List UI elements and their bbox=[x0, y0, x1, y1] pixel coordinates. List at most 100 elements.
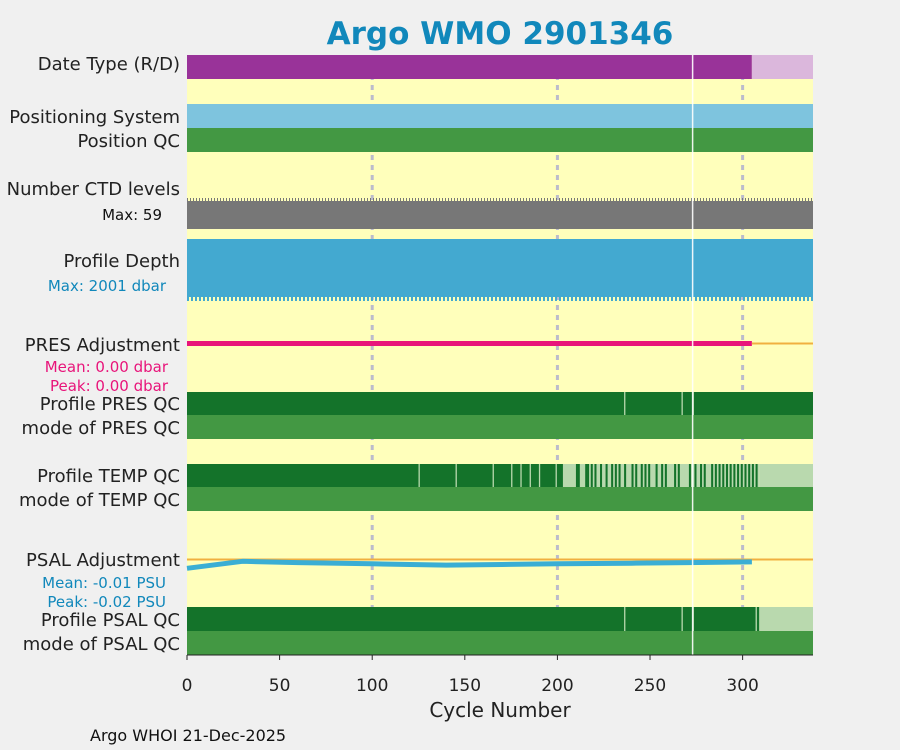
row-label-mode-psal-qc: mode of PSAL QC bbox=[23, 634, 180, 655]
temp-qc-good-cycle-291 bbox=[725, 464, 728, 487]
temp-qc-good-cycle-258 bbox=[664, 464, 667, 487]
footer-credit: Argo WHOI 21-Dec-2025 bbox=[90, 726, 286, 745]
temp-qc-good-cycle-210 bbox=[575, 464, 578, 487]
temp-qc-good-cycle-220 bbox=[594, 464, 597, 487]
temp-qc-good-cycle-211 bbox=[577, 464, 580, 487]
temp-qc-good-cycle-245 bbox=[640, 464, 643, 487]
temp-qc-good-cycle-279 bbox=[703, 464, 706, 487]
temp-qc-good-cycle-265 bbox=[677, 464, 680, 487]
row-label-pres-adjustment: PRES Adjustment bbox=[25, 335, 180, 356]
row-label-profile-depth: Profile Depth bbox=[63, 251, 180, 272]
temp-qc-break-199 bbox=[555, 464, 557, 487]
chart-title: Argo WMO 2901346 bbox=[327, 16, 674, 52]
temp-qc-good-cycle-231 bbox=[614, 464, 617, 487]
bar-date-type-realtime bbox=[187, 55, 752, 79]
temp-qc-good-cycle-223 bbox=[600, 464, 603, 487]
bar-profile-psal-qc-good bbox=[187, 607, 756, 631]
temp-qc-good-cycle-236 bbox=[624, 464, 627, 487]
temp-qc-good-cycle-287 bbox=[718, 464, 721, 487]
bar-positioning-system bbox=[187, 104, 813, 128]
bar-date-type-delayed bbox=[751, 55, 813, 79]
bar-pres-adjustment bbox=[187, 341, 752, 346]
bar-profile-temp-qc-pale bbox=[759, 464, 813, 487]
row-label-profile-pres-qc: Profile PRES QC bbox=[40, 394, 180, 415]
row-label-mode-temp-qc: mode of TEMP QC bbox=[19, 490, 180, 511]
status-bars bbox=[186, 55, 813, 655]
temp-qc-break-190 bbox=[538, 464, 541, 487]
x-tick-label-100: 100 bbox=[356, 676, 388, 696]
pres-adjustment-peak: Peak: 0.00 dbar bbox=[50, 377, 169, 395]
temp-qc-good-cycle-299 bbox=[740, 464, 743, 487]
bar-ctd-levels bbox=[187, 201, 813, 229]
psal-qc-gap-307 bbox=[755, 607, 757, 631]
psal-adjustment-peak: Peak: -0.02 PSU bbox=[47, 593, 166, 611]
temp-qc-good-cycle-229 bbox=[611, 464, 614, 487]
pres-adjustment-mean: Mean: 0.00 dbar bbox=[45, 358, 169, 376]
bar-profile-psal-qc-pale bbox=[759, 607, 813, 631]
bar-profile-pres-qc bbox=[187, 392, 813, 415]
temp-qc-good-cycle-283 bbox=[711, 464, 714, 487]
temp-qc-good-cycle-307 bbox=[755, 464, 758, 487]
temp-qc-good-cycle-253 bbox=[655, 464, 658, 487]
temp-qc-good-cycle-301 bbox=[744, 464, 747, 487]
temp-qc-break-268 bbox=[683, 464, 685, 487]
psal-adjustment-mean: Mean: -0.01 PSU bbox=[42, 574, 166, 592]
temp-qc-good-cycle-240 bbox=[631, 464, 634, 487]
temp-qc-good-cycle-271 bbox=[688, 464, 691, 487]
row-label-mode-pres-qc: mode of PRES QC bbox=[22, 418, 180, 439]
temp-qc-good-cycle-233 bbox=[618, 464, 621, 487]
temp-qc-break-185 bbox=[529, 464, 531, 487]
temp-qc-break-145 bbox=[455, 464, 457, 487]
x-tick-label-150: 150 bbox=[449, 676, 481, 696]
row-label-profile-temp-qc: Profile TEMP QC bbox=[37, 466, 180, 487]
temp-qc-good-cycle-295 bbox=[733, 464, 736, 487]
temp-qc-good-cycle-226 bbox=[605, 464, 608, 487]
x-axis: 0 50 100 150 200 250 300 bbox=[182, 654, 813, 696]
row-label-psal-adjustment: PSAL Adjustment bbox=[26, 550, 180, 571]
psal-adjustment-line bbox=[186, 558, 752, 571]
psal-qc-gap-236 bbox=[624, 607, 626, 631]
vertical-gridlines bbox=[370, 55, 745, 655]
bar-profile-temp-qc-good bbox=[187, 464, 563, 487]
profile-depth-max: Max: 2001 dbar bbox=[48, 277, 167, 295]
temp-qc-break-180 bbox=[520, 464, 522, 487]
row-label-ctd-levels: Number CTD levels bbox=[7, 179, 180, 200]
temp-qc-break-175 bbox=[511, 464, 513, 487]
temp-qc-good-cycle-285 bbox=[714, 464, 717, 487]
temp-qc-good-cycle-215 bbox=[585, 464, 588, 487]
temp-qc-good-cycle-218 bbox=[590, 464, 593, 487]
temp-qc-good-cycle-263 bbox=[674, 464, 677, 487]
x-tick-label-0: 0 bbox=[182, 676, 193, 696]
bar-mode-psal-qc bbox=[187, 631, 813, 655]
temp-qc-good-cycle-274 bbox=[694, 464, 697, 487]
temp-qc-break-125 bbox=[418, 464, 420, 487]
x-tick-label-300: 300 bbox=[726, 676, 758, 696]
x-tick-label-250: 250 bbox=[634, 676, 666, 696]
row-label-profile-psal-qc: Profile PSAL QC bbox=[41, 610, 180, 631]
row-label-date-type: Date Type (R/D) bbox=[38, 54, 180, 75]
temp-qc-good-cycle-249 bbox=[648, 464, 651, 487]
temp-qc-break-203 bbox=[562, 464, 565, 487]
temp-qc-good-cycle-277 bbox=[700, 464, 703, 487]
x-tick-label-50: 50 bbox=[269, 676, 291, 696]
temp-qc-good-cycle-256 bbox=[661, 464, 664, 487]
bar-profile-psal-qc-edge bbox=[755, 607, 760, 631]
temp-qc-good-cycle-289 bbox=[722, 464, 725, 487]
temp-qc-good-cycle-216 bbox=[587, 464, 590, 487]
bar-mode-temp-qc bbox=[187, 487, 813, 511]
bar-profile-depth bbox=[187, 239, 813, 297]
row-label-position-qc: Position QC bbox=[77, 131, 180, 152]
x-tick-label-200: 200 bbox=[541, 676, 573, 696]
temp-qc-good-cycle-303 bbox=[748, 464, 751, 487]
panel-background bbox=[187, 55, 813, 655]
ctd-levels-max: Max: 59 bbox=[102, 206, 162, 224]
bar-mode-pres-qc bbox=[187, 415, 813, 439]
temp-qc-good-cycle-242 bbox=[635, 464, 638, 487]
temp-qc-good-cycle-293 bbox=[729, 464, 732, 487]
temp-qc-good-cycle-247 bbox=[644, 464, 647, 487]
row-label-positioning-system: Positioning System bbox=[9, 107, 180, 128]
temp-qc-good-cycle-305 bbox=[751, 464, 754, 487]
bar-position-qc bbox=[187, 128, 813, 152]
x-axis-label: Cycle Number bbox=[429, 698, 571, 722]
